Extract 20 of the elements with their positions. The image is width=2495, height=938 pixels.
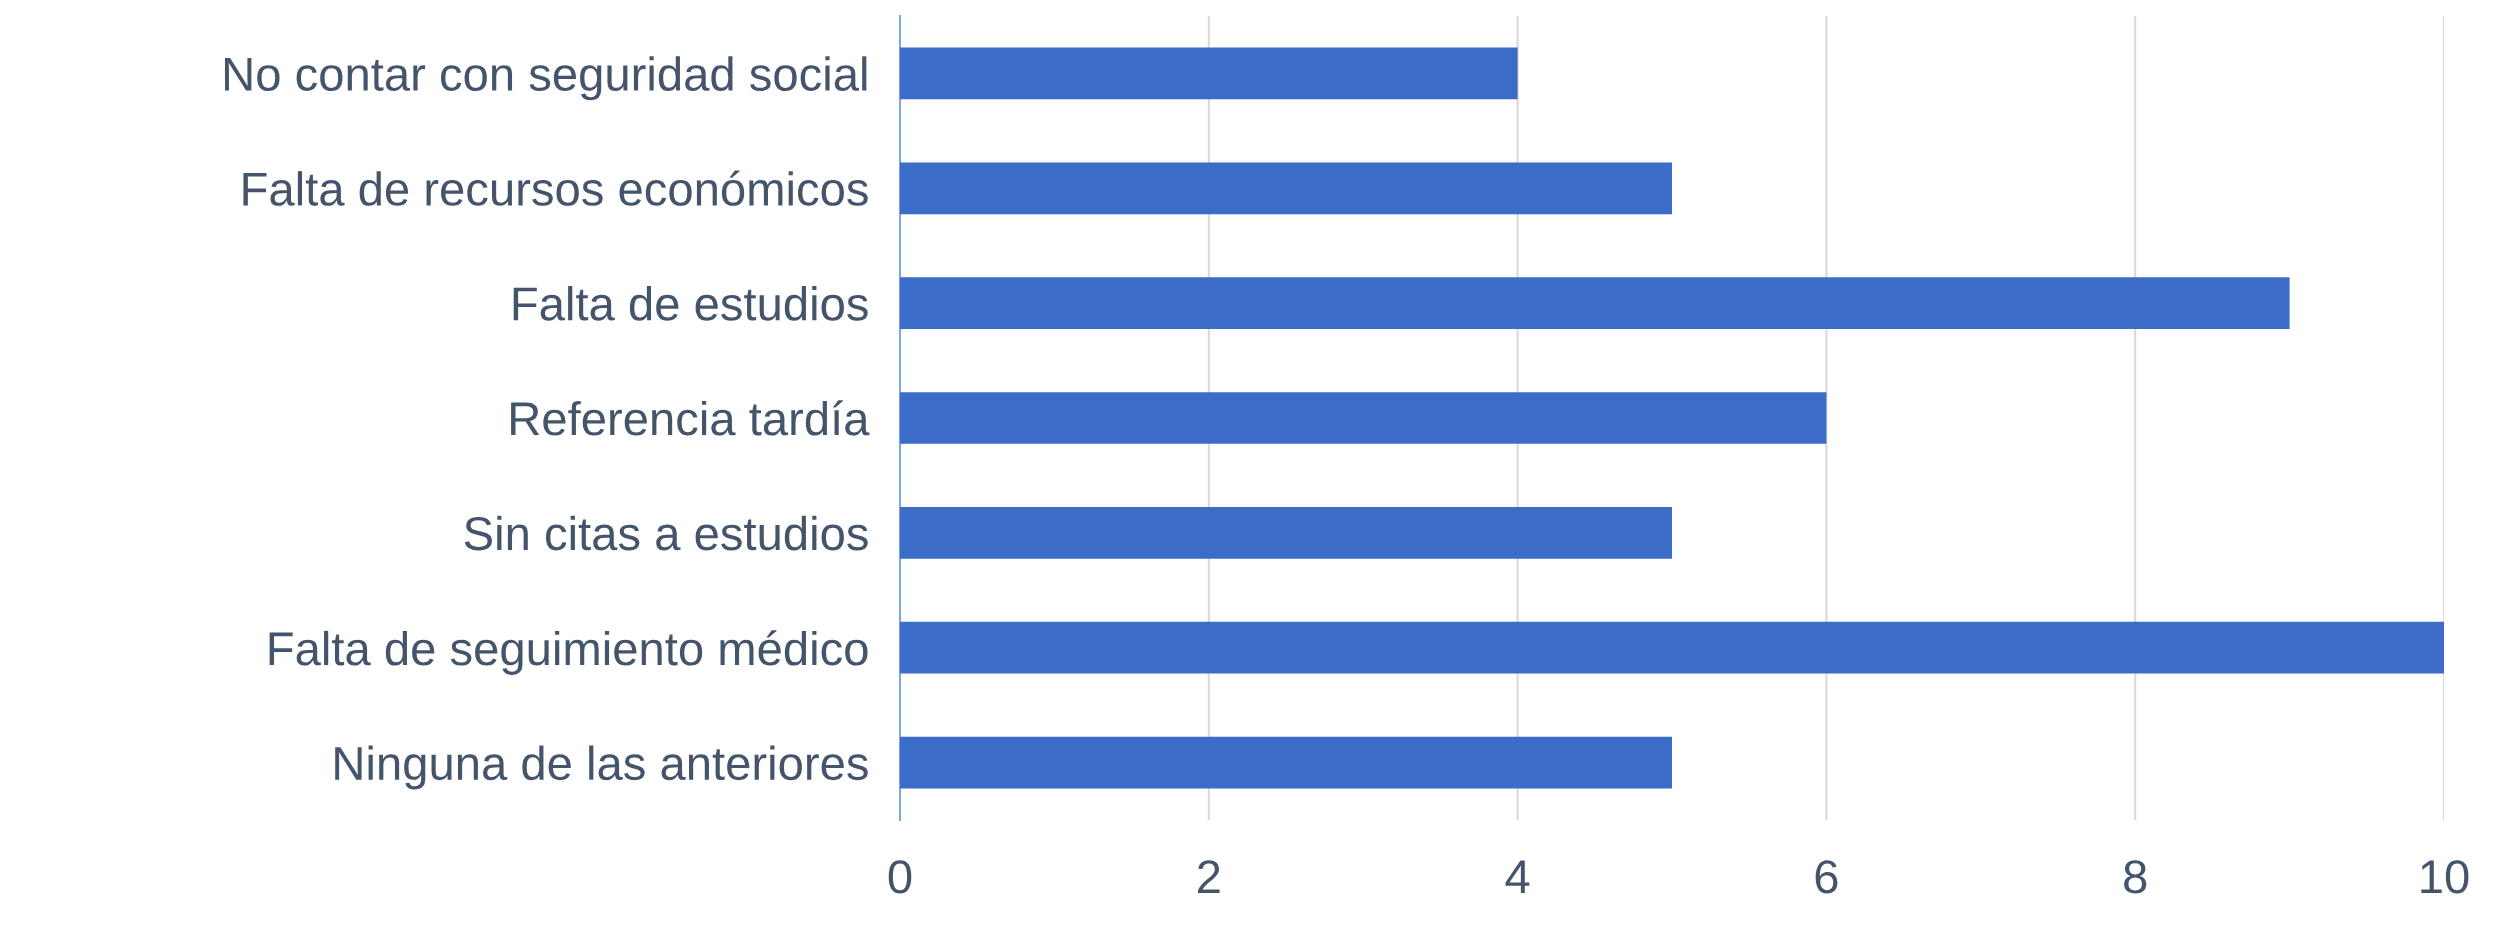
bar <box>900 162 1672 215</box>
x-tick-label: 6 <box>1815 860 1838 894</box>
bar <box>900 277 2290 329</box>
y-tick-label: No contar con seguridad social <box>225 56 867 101</box>
bar <box>900 736 1672 789</box>
y-tick-label: Sin citas a estudios <box>464 515 868 551</box>
bar <box>900 621 2444 674</box>
x-tick-label: 0 <box>888 860 912 894</box>
y-tick-label: Referencia tardía <box>511 400 870 436</box>
bar <box>900 47 1518 100</box>
x-tick-label: 2 <box>1198 860 1220 894</box>
bar <box>900 392 1827 444</box>
x-tick-label: 10 <box>2421 860 2469 894</box>
y-tick-label: Falta de seguimiento médico <box>269 630 868 675</box>
y-tick-label: Ninguna de las anteriores <box>335 745 868 790</box>
bar <box>900 507 1672 559</box>
x-tick-label: 4 <box>1505 860 1530 894</box>
y-tick-label: Falta de recursos económicos <box>243 170 868 206</box>
y-tick-label: Falta de estudios <box>513 286 868 321</box>
x-tick-label: 8 <box>2124 860 2147 894</box>
